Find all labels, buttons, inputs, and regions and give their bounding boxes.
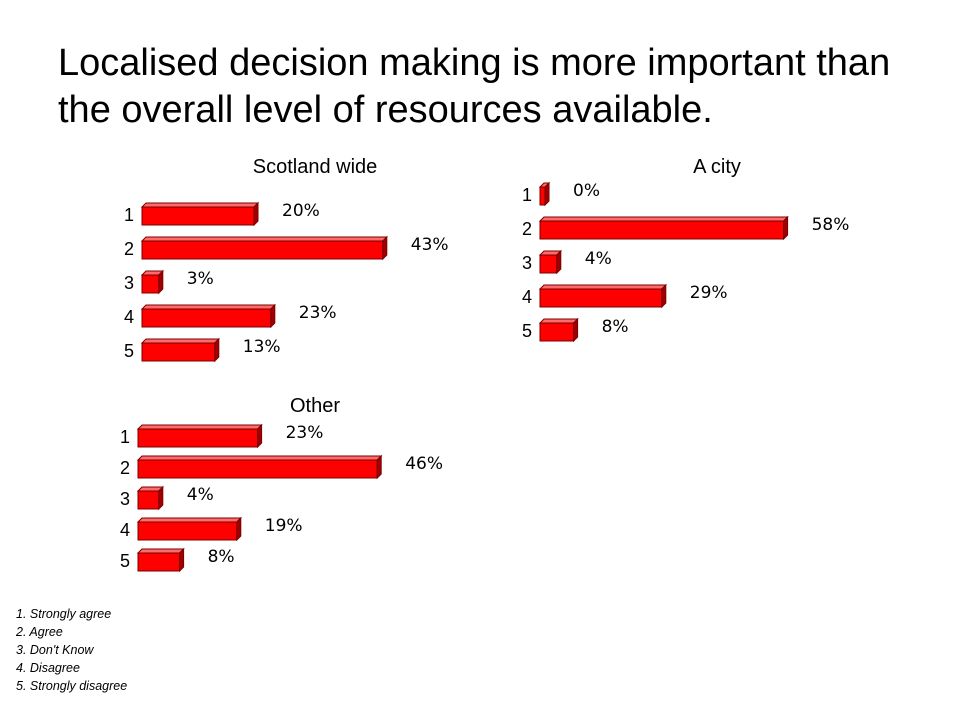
bar-group: 5 8% [522,317,629,343]
data-label: 8% [602,317,629,337]
category-label: 2 [120,458,130,478]
data-label: 4% [187,485,214,505]
bar-group: 2 46% [120,454,443,480]
legend-item: 4. Disagree [16,661,80,675]
bar-top [136,517,243,523]
bar-group: 2 58% [522,215,850,241]
data-label: 13% [243,337,281,357]
data-label: 46% [405,454,443,474]
bar-side [661,283,667,309]
data-label: 4% [585,249,612,269]
bar-side [556,249,562,275]
category-label: 4 [522,287,532,307]
bar-group: 1 23% [120,423,324,449]
bar-side [179,547,185,573]
data-label: 23% [299,303,337,323]
bar-top [140,202,260,208]
bar-group: 3 3% [124,269,214,295]
legend-item: 5. Strongly disagree [16,679,128,693]
bar-group: 4 29% [522,283,728,309]
bar [137,521,238,541]
data-label: 29% [690,283,728,303]
category-label: 3 [120,489,130,509]
category-label: 3 [124,273,134,293]
category-label: 1 [124,205,134,225]
bar-top [140,236,389,242]
bar-side [158,485,164,511]
bar-group: 3 4% [522,249,612,275]
category-label: 5 [124,341,134,361]
category-label: 5 [120,551,130,571]
bar [539,288,663,308]
data-label: 43% [411,235,449,255]
category-label: 2 [522,219,532,239]
bar [141,240,384,260]
chart-title-a-city: A city [693,156,741,178]
bar-top [140,304,277,310]
bar-group: 5 13% [124,337,281,363]
chart-title-scotland-wide: Scotland wide [252,156,378,178]
bar-side [236,516,242,542]
bar-side [376,454,382,480]
bar-top [538,318,579,324]
bar [137,428,259,448]
category-label: 4 [120,520,130,540]
category-label: 2 [124,239,134,259]
data-label: 19% [265,516,303,536]
data-label: 58% [812,215,850,235]
bar-side [158,269,164,295]
bar [539,186,546,206]
bar [137,490,160,510]
bar [539,220,785,240]
bar-side [257,423,263,449]
bar-side [214,337,220,363]
chart-scotland-wide: 1 20% 2 43% 3 3% 4 23% 5 13% [124,201,449,363]
bar-side [382,235,388,261]
bar-side [270,303,276,329]
bar-top [538,216,789,222]
bar-side [573,317,579,343]
chart-other: 1 23% 2 46% 3 4% 4 19% 5 8% [120,423,443,573]
category-label: 3 [522,253,532,273]
bar-side [544,181,550,207]
bar-group: 3 4% [120,485,214,511]
bar [141,274,160,294]
bar [141,206,255,226]
bar-group: 5 8% [120,547,235,573]
bar-group: 4 23% [124,303,337,329]
bar-top [538,284,668,290]
bar-top [140,338,221,344]
data-label: 23% [286,423,324,443]
legend-item: 1. Strongly agree [16,607,112,621]
bar-top [136,455,383,461]
bar-group: 1 0% [522,181,600,207]
category-label: 5 [522,321,532,341]
bar [539,254,558,274]
bar [137,552,181,572]
bar [539,322,575,342]
legend: 1. Strongly agree 2. Agree 3. Don't Know… [16,605,127,695]
slide-title: Localised decision making is more import… [58,42,891,131]
bar [141,308,272,328]
legend-item: 3. Don't Know [16,643,94,657]
category-label: 1 [120,427,130,447]
chart-title-other: Other [289,395,341,417]
bar-side [253,201,259,227]
bar [137,459,378,479]
bar-top [136,424,263,430]
data-label: 0% [573,181,600,201]
data-label: 8% [208,547,235,567]
category-label: 1 [522,185,532,205]
bar [141,342,216,362]
bar-side [783,215,789,241]
bar-group: 2 43% [124,235,449,261]
legend-item: 2. Agree [16,625,63,639]
bar-group: 1 20% [124,201,320,227]
data-label: 3% [187,269,214,289]
data-label: 20% [282,201,320,221]
category-label: 4 [124,307,134,327]
bar-top [136,548,185,554]
chart-a-city: 1 0% 2 58% 3 4% 4 29% 5 8% [522,181,850,343]
bar-group: 4 19% [120,516,303,542]
